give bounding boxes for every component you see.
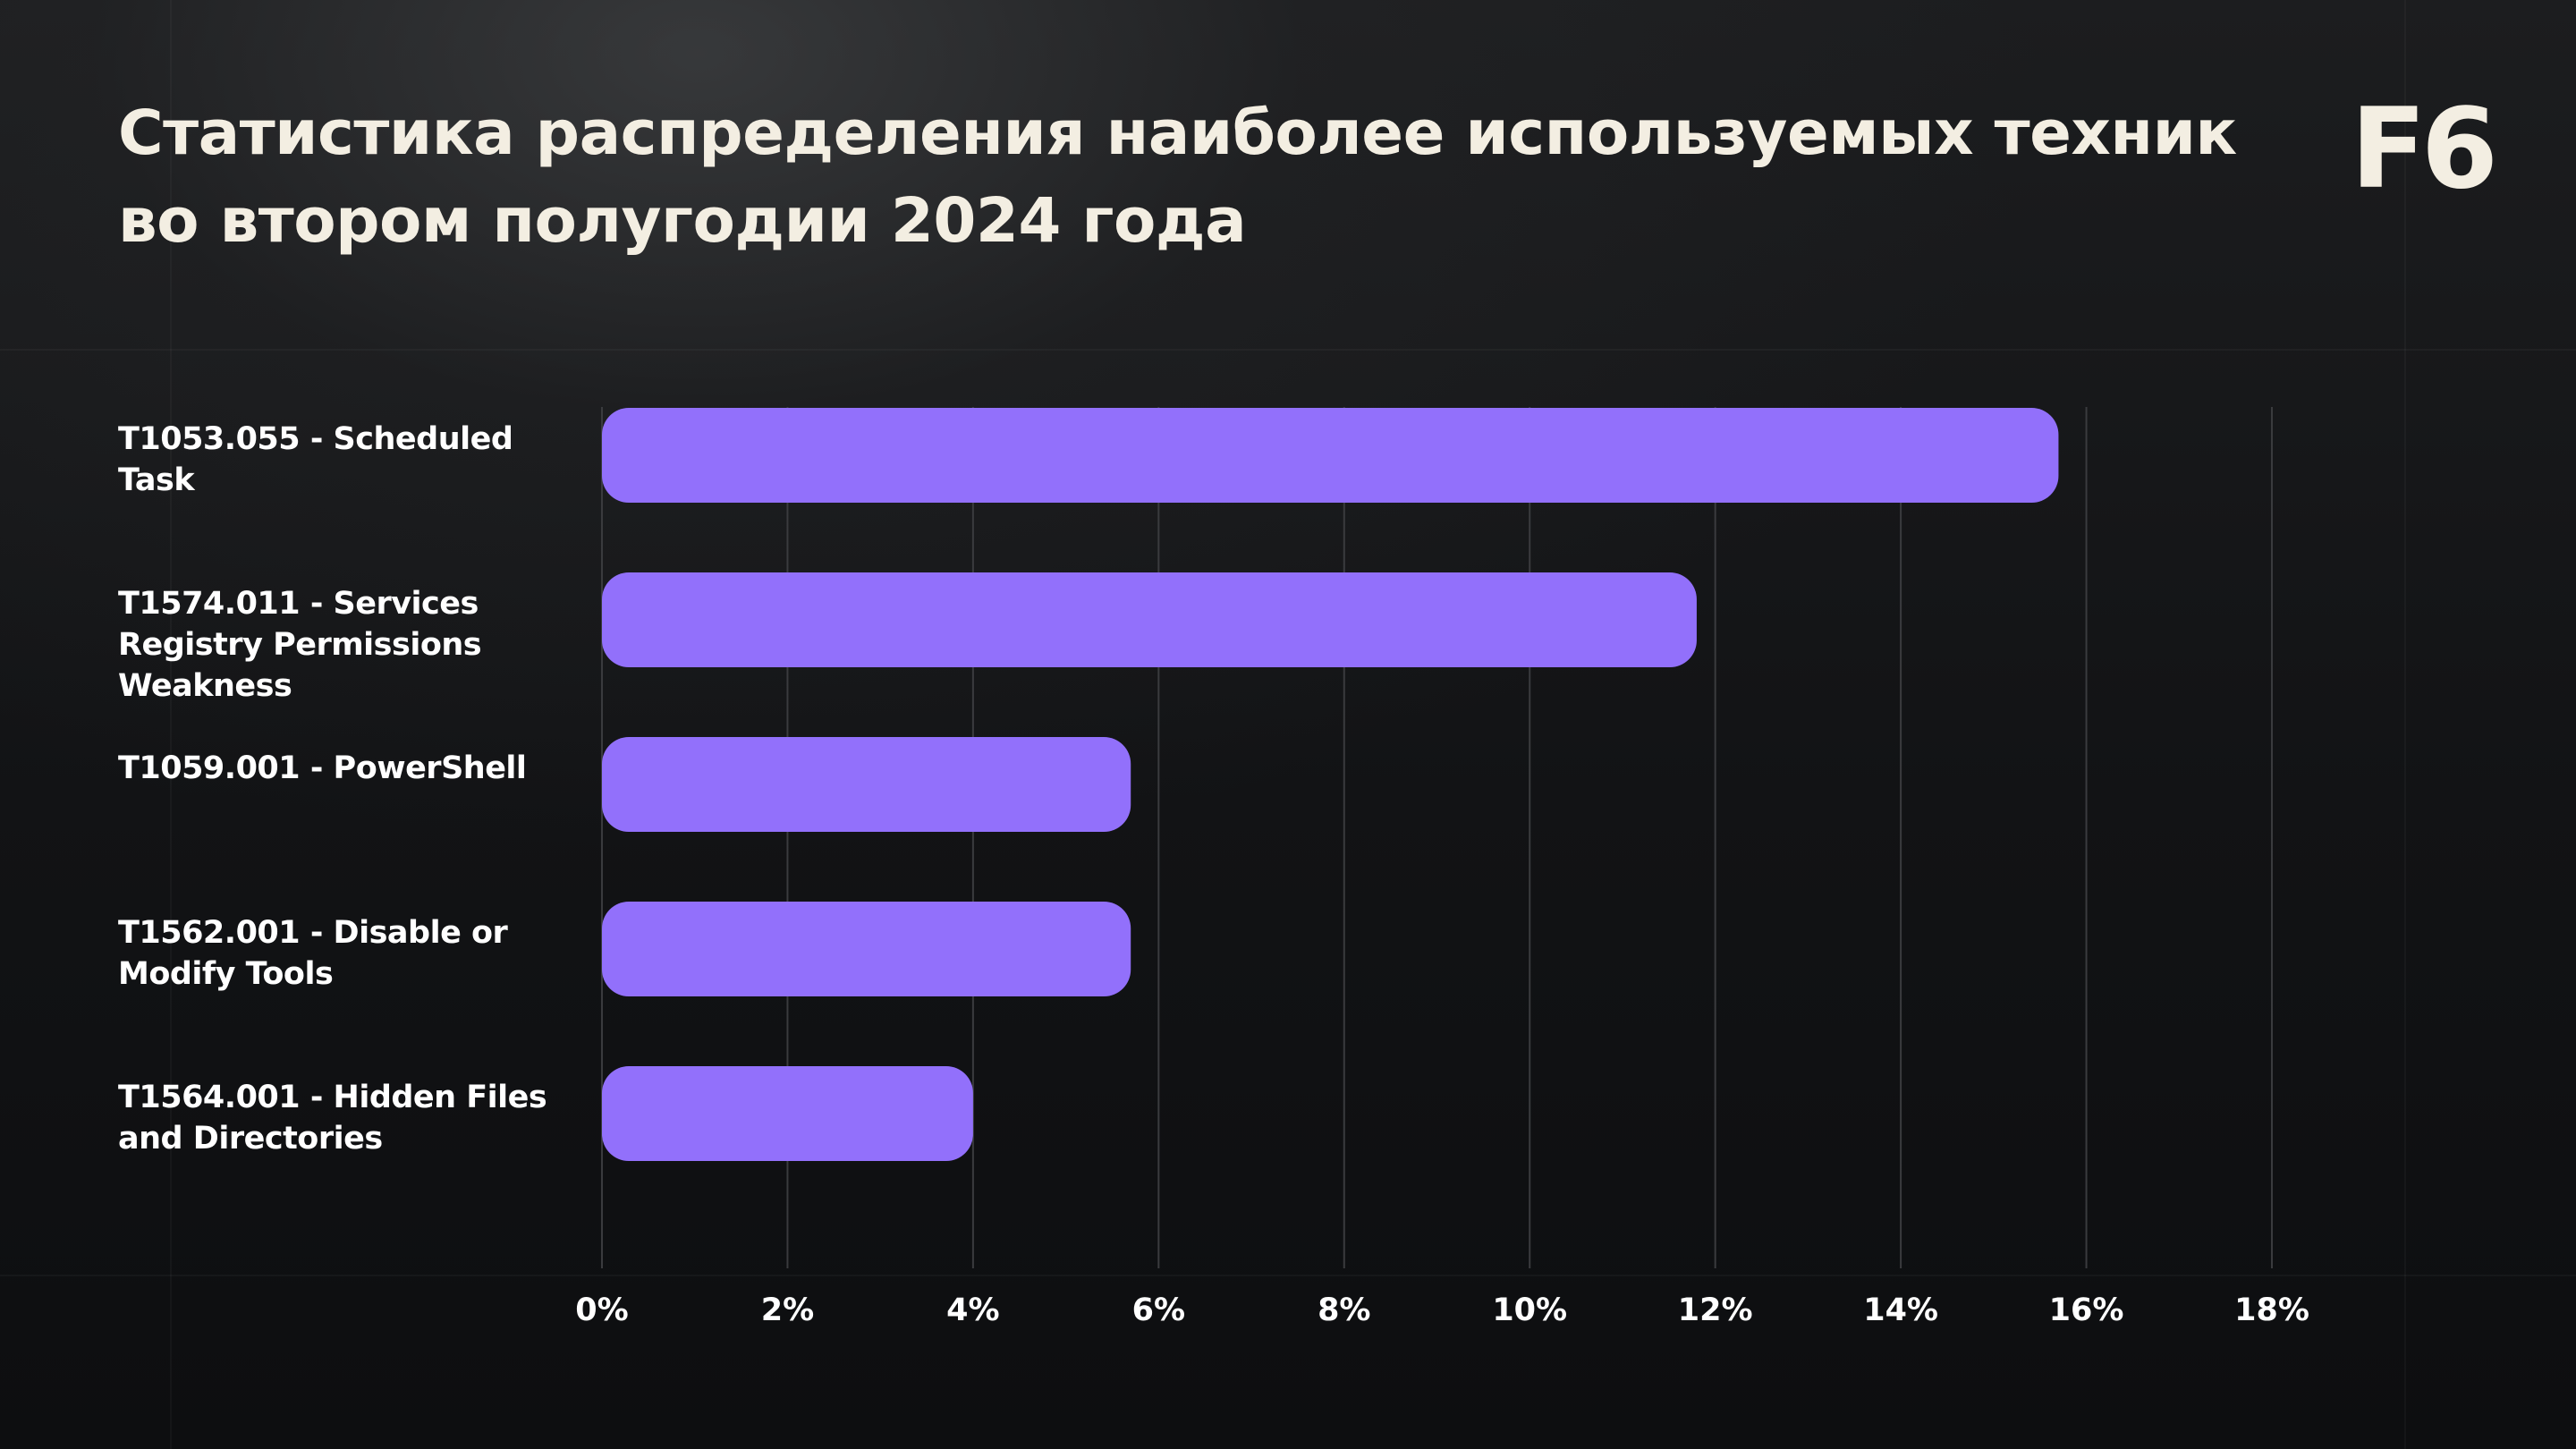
x-tick-label: 14% xyxy=(1863,1292,1938,1328)
category-label: T1574.011 - Services Registry Permission… xyxy=(118,586,482,704)
chart-title: Статистика распределения наиболее исполь… xyxy=(118,97,2237,257)
category-label: T1053.055 - Scheduled Task xyxy=(118,421,513,498)
bar xyxy=(602,408,2059,503)
category-label: T1562.001 - Disable or Modify Tools xyxy=(118,915,508,992)
x-tick-label: 2% xyxy=(761,1292,814,1328)
x-tick-label: 18% xyxy=(2234,1292,2309,1328)
x-axis-ticks: 0% 2% 4% 6% 8% 10% 12% 14% 16% 18% xyxy=(575,1292,2309,1328)
x-tick-label: 8% xyxy=(1318,1292,1370,1328)
chart-bars xyxy=(602,408,2059,1161)
bar xyxy=(602,737,1131,832)
x-tick-label: 12% xyxy=(1678,1292,1753,1328)
bar xyxy=(602,1066,973,1161)
x-tick-label: 4% xyxy=(946,1292,999,1328)
x-tick-label: 6% xyxy=(1132,1292,1185,1328)
category-label: T1059.001 - PowerShell xyxy=(118,750,527,786)
x-tick-label: 10% xyxy=(1492,1292,1567,1328)
x-tick-label: 0% xyxy=(575,1292,628,1328)
bar xyxy=(602,572,1697,667)
x-tick-label: 16% xyxy=(2049,1292,2124,1328)
category-label: T1564.001 - Hidden Files and Directories xyxy=(118,1080,547,1157)
bar xyxy=(602,902,1131,996)
brand-logo: F6 xyxy=(2351,85,2498,214)
